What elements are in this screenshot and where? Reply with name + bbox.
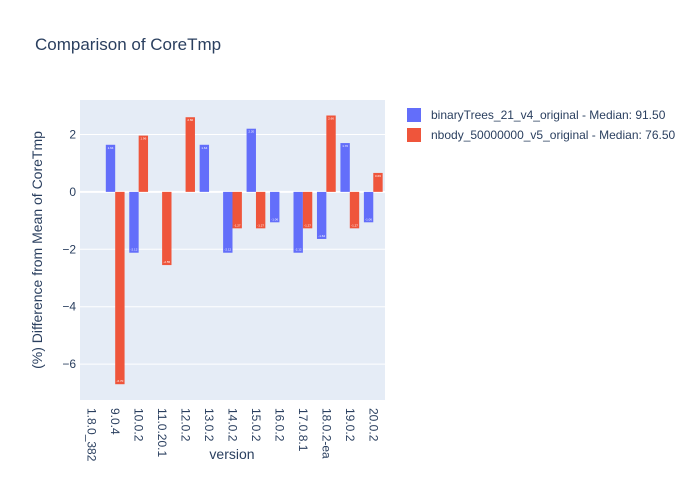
bar[interactable] <box>105 144 116 192</box>
bar[interactable] <box>293 191 303 253</box>
legend-label[interactable]: nbody_50000000_v5_original - Median: 76.… <box>431 128 676 142</box>
bar[interactable] <box>316 191 327 239</box>
x-tick-label: 9.0.4 <box>108 408 122 435</box>
bar[interactable] <box>349 191 360 229</box>
bar[interactable] <box>232 191 242 229</box>
bar-value-label: -2.55 <box>163 260 170 264</box>
bar-value-label: -2.12 <box>224 248 231 252</box>
bar[interactable] <box>373 172 383 192</box>
bar-value-label: 0.66 <box>375 174 381 178</box>
bar-value-label: -2.12 <box>295 248 302 252</box>
y-tick-label: −2 <box>62 242 76 256</box>
bar-value-label: 2.20 <box>248 130 254 134</box>
bar[interactable] <box>326 115 336 192</box>
bar[interactable] <box>302 191 313 229</box>
x-tick-label: 10.0.2 <box>132 408 146 442</box>
bar[interactable] <box>185 117 195 192</box>
bar-value-label: -1.27 <box>304 223 311 227</box>
bar[interactable] <box>363 191 374 223</box>
y-tick-label: 0 <box>69 185 76 199</box>
bar-value-label: -1.64 <box>318 234 325 238</box>
bar-value-label: -1.27 <box>257 223 264 227</box>
bar-value-label: 1.70 <box>342 144 348 148</box>
x-tick-label: 17.0.8.1 <box>296 408 310 452</box>
bar[interactable] <box>138 135 149 192</box>
bar-value-label: -1.06 <box>365 217 372 221</box>
legend-swatch <box>407 128 421 142</box>
y-tick-label: −6 <box>62 357 76 371</box>
x-axis-ticks: 1.8.0_382 9.0.4 10.0.2 11.0.20.1 12.0.2 13.0.… <box>85 408 381 462</box>
x-tick-label: 14.0.2 <box>226 408 240 442</box>
x-tick-label: 20.0.2 <box>366 408 380 442</box>
bar-value-label: -1.06 <box>271 217 278 221</box>
x-tick-label: 16.0.2 <box>272 408 286 442</box>
y-axis-ticks: −6 −4 −2 0 2 <box>62 127 76 371</box>
x-tick-label: 12.0.2 <box>179 408 193 442</box>
bar-value-label: -2.12 <box>131 248 138 252</box>
bar-value-label: 2.66 <box>328 117 334 121</box>
bar[interactable] <box>199 144 210 192</box>
x-tick-label: 11.0.20.1 <box>155 408 169 457</box>
bar-value-label: 2.60 <box>187 118 193 122</box>
x-axis-title: version <box>209 446 254 462</box>
bar-value-label: 1.64 <box>108 146 114 150</box>
bar-value-label: -1.27 <box>351 223 358 227</box>
bars[interactable]: 1.64 -2.12 1.64 -2.12 2.20 -1.06 -2.12 -1.64 1.7… <box>105 115 383 385</box>
bar[interactable] <box>270 191 280 223</box>
y-axis-title: (%) Difference from Mean of CoreTmp <box>29 131 45 369</box>
bar-value-label: 1.96 <box>140 137 146 141</box>
bar-value-label: 1.64 <box>201 146 207 150</box>
chart-title: Comparison of CoreTmp <box>35 35 221 54</box>
bar[interactable] <box>246 128 256 192</box>
bar-value-label: -6.70 <box>116 379 123 383</box>
bar[interactable] <box>162 191 172 266</box>
x-tick-label: 19.0.2 <box>343 408 357 442</box>
legend-label[interactable]: binaryTrees_21_v4_original - Median: 91.… <box>431 108 666 122</box>
bar[interactable] <box>115 191 125 385</box>
bar[interactable] <box>129 191 139 253</box>
bar[interactable] <box>340 143 350 192</box>
bar[interactable] <box>223 191 233 253</box>
y-tick-label: −4 <box>62 300 76 314</box>
legend[interactable]: binaryTrees_21_v4_original - Median: 91.… <box>407 108 676 142</box>
bar-value-label: -1.27 <box>234 223 241 227</box>
legend-swatch <box>407 108 421 122</box>
x-tick-label: 18.0.2-ea <box>319 408 333 459</box>
x-tick-label: 13.0.2 <box>202 408 216 442</box>
x-tick-label: 1.8.0_382 <box>85 408 99 462</box>
y-tick-label: 2 <box>69 127 76 141</box>
bar[interactable] <box>255 191 266 229</box>
x-tick-label: 15.0.2 <box>249 408 263 442</box>
